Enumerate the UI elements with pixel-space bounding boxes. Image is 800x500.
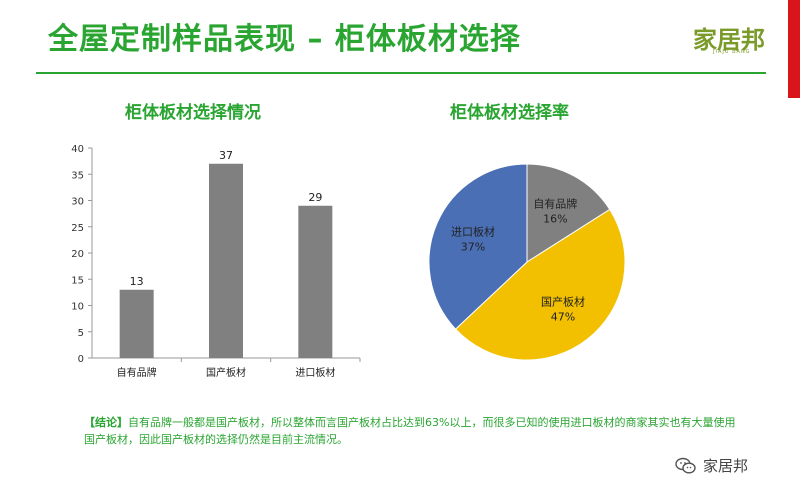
y-tick-label: 20 [71,249,84,260]
conclusion-body: 自有品牌一般都是国产板材，所以整体而言国产板材占比达到63%以上，而很多已知的使… [84,416,736,446]
pie-slice-label: 自有品牌 [533,196,577,210]
brand-logo-subtitle: JIAJU BANG [713,49,751,55]
wechat-watermark: 家居邦 [675,455,748,476]
y-tick-label: 5 [78,328,84,339]
bar [298,205,333,358]
x-tick-label: 自有品牌 [117,366,157,379]
pie-slice-percent: 16% [543,212,567,225]
bar-data-label: 37 [219,149,233,162]
accent-bar [788,0,800,98]
bar-chart-title: 柜体板材选择情况 [125,103,261,123]
brand-logo: 家居邦 [693,25,765,54]
pie-slice [526,163,611,263]
y-tick-label: 15 [71,275,84,286]
y-tick-label: 25 [71,223,84,234]
conclusion-tag: 【结论】 [84,416,128,429]
bar-data-label: 29 [308,191,322,204]
pie-slice-percent: 37% [461,241,485,254]
y-tick-label: 30 [71,197,84,208]
bar [209,163,243,358]
page-title: 全屋定制样品表现 – 柜体板材选择 [48,22,521,57]
y-tick-label: 35 [71,170,84,181]
conclusion-text: 【结论】自有品牌一般都是国产板材，所以整体而言国产板材占比达到63%以上，而很多… [84,414,744,448]
wechat-icon [675,457,696,474]
x-tick-label: 进口板材 [295,366,335,379]
watermark-text: 家居邦 [703,457,749,475]
y-tick-label: 0 [78,354,84,365]
y-tick-label: 40 [71,144,84,155]
x-tick-label: 国产板材 [206,366,246,379]
pie-slice-percent: 47% [551,310,575,323]
pie-chart-title: 柜体板材选择率 [450,103,569,123]
pie-slice [428,163,528,330]
pie-slice-label: 进口板材 [451,225,495,239]
bar-data-label: 13 [130,275,144,288]
y-tick-label: 10 [71,302,84,313]
title-divider [36,72,766,74]
pie-slice-label: 国产板材 [541,294,585,308]
bar [119,289,154,358]
pie-slice [454,208,626,361]
